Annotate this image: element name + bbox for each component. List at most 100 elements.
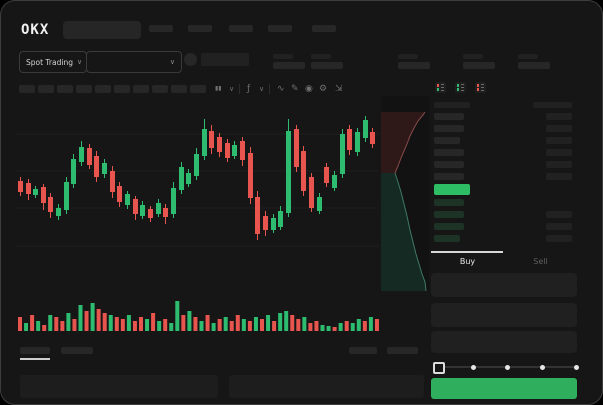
history-tab[interactable] — [61, 347, 93, 354]
candle-body — [148, 209, 153, 218]
depth-chart[interactable] — [381, 96, 429, 291]
active-tab-underline — [20, 358, 50, 360]
candle-body — [194, 154, 199, 176]
timeframe-button-placeholder[interactable] — [114, 85, 130, 93]
order-input-field[interactable] — [431, 273, 577, 297]
bid-price-placeholder[interactable] — [434, 199, 464, 206]
volume-bar — [314, 321, 319, 331]
settings-icon[interactable]: ⚙ — [319, 84, 328, 94]
candle-body — [125, 194, 130, 205]
timeframe-button-placeholder[interactable] — [76, 85, 92, 93]
bid-price-placeholder[interactable] — [434, 223, 464, 230]
orders-tab[interactable] — [20, 347, 50, 354]
bid-price-placeholder[interactable] — [434, 211, 464, 218]
orders-table-placeholder — [20, 375, 218, 398]
candle-body — [370, 132, 375, 144]
line-tool-icon[interactable]: ∿ — [277, 84, 285, 94]
ask-price-placeholder[interactable] — [434, 137, 460, 144]
candle-body — [278, 211, 283, 227]
order-book-asks-icon[interactable] — [475, 82, 486, 93]
candle-body — [48, 197, 53, 212]
volume-bar — [102, 313, 107, 331]
candle-body — [41, 187, 46, 203]
volume-bar — [48, 315, 53, 331]
timeframe-button-placeholder[interactable] — [190, 85, 206, 93]
bottom-control-placeholder[interactable] — [349, 347, 377, 354]
candlestick-chart[interactable] — [16, 96, 379, 336]
volume-bar — [42, 325, 47, 331]
chart-type-candles-icon[interactable]: ▮▮ — [215, 85, 222, 92]
bottom-control-placeholder[interactable] — [387, 347, 418, 354]
volume-bar — [290, 315, 295, 331]
toolbar-divider — [269, 84, 270, 94]
buy-submit-button[interactable] — [431, 378, 577, 399]
fullscreen-icon[interactable]: ⇲ — [335, 84, 343, 94]
nav-item-placeholder[interactable] — [312, 25, 336, 32]
depth-bids-line — [394, 172, 427, 291]
candle-body — [26, 183, 31, 194]
tab-sell[interactable]: Sell — [533, 257, 548, 266]
slider-step-dot[interactable] — [470, 365, 476, 370]
timeframe-button-placeholder[interactable] — [133, 85, 149, 93]
nav-item-placeholder[interactable] — [268, 25, 292, 32]
volume-bar — [356, 319, 361, 331]
timeframe-button-placeholder[interactable] — [19, 85, 35, 93]
timeframe-button-placeholder[interactable] — [171, 85, 187, 93]
ask-price-placeholder[interactable] — [434, 125, 464, 132]
bid-price-placeholder[interactable] — [434, 235, 460, 242]
volume-bar — [217, 319, 222, 331]
search-input[interactable] — [63, 21, 141, 39]
candle-body — [133, 199, 138, 214]
book-row-line — [481, 90, 484, 91]
ask-price-placeholder[interactable] — [434, 149, 464, 156]
slider-step-dot[interactable] — [574, 365, 579, 370]
candle-body — [94, 156, 99, 177]
order-book-bids-icon[interactable] — [455, 82, 466, 93]
ask-price-placeholder[interactable] — [434, 113, 464, 120]
okx-logo: OKX — [21, 22, 50, 38]
timeframe-button-placeholder[interactable] — [152, 85, 168, 93]
volume-bar — [108, 315, 113, 331]
nav-item-placeholder[interactable] — [149, 25, 173, 32]
timeframe-button-placeholder[interactable] — [57, 85, 73, 93]
order-book-combined-icon[interactable] — [435, 82, 446, 93]
indicators-icon[interactable]: ƒ — [247, 84, 251, 94]
candle-body — [232, 145, 237, 156]
candle-body — [56, 208, 61, 216]
timeframe-button-placeholder[interactable] — [95, 85, 111, 93]
order-input-field[interactable] — [431, 331, 577, 353]
book-color-bar — [457, 88, 459, 91]
ask-price-placeholder[interactable] — [434, 173, 464, 180]
chevron-down-icon[interactable]: ∨ — [259, 85, 265, 93]
volume-bar — [96, 309, 101, 331]
slider-step-dot[interactable] — [539, 365, 545, 370]
volume-bar — [260, 319, 264, 331]
nav-item-placeholder[interactable] — [229, 25, 253, 32]
volume-bar — [157, 321, 162, 331]
stat-label-placeholder — [463, 54, 483, 59]
bid-amount-placeholder — [546, 235, 572, 242]
timeframe-button-placeholder[interactable] — [38, 85, 54, 93]
candle-body — [324, 167, 329, 183]
order-input-field[interactable] — [431, 303, 577, 327]
volume-bar — [235, 315, 240, 331]
tab-buy[interactable]: Buy — [459, 257, 476, 266]
candle-body — [347, 129, 352, 150]
draw-tool-icon[interactable]: ✎ — [291, 84, 299, 94]
volume-bar — [320, 325, 325, 331]
slider-handle[interactable] — [433, 362, 445, 374]
pair-select-dropdown[interactable]: ∨ — [86, 51, 182, 73]
chevron-down-icon[interactable]: ∨ — [229, 85, 235, 93]
ask-price-placeholder[interactable] — [434, 161, 464, 168]
volume-bar — [193, 317, 198, 331]
volume-bar — [132, 321, 137, 331]
screenshot-icon[interactable]: ◉ — [305, 84, 313, 94]
slider-step-dot[interactable] — [505, 365, 510, 370]
stat-value-placeholder — [463, 62, 495, 69]
nav-item-placeholder[interactable] — [188, 25, 212, 32]
volume-bar — [266, 315, 271, 331]
candle-body — [301, 151, 306, 191]
last-price-bar[interactable] — [434, 184, 470, 195]
